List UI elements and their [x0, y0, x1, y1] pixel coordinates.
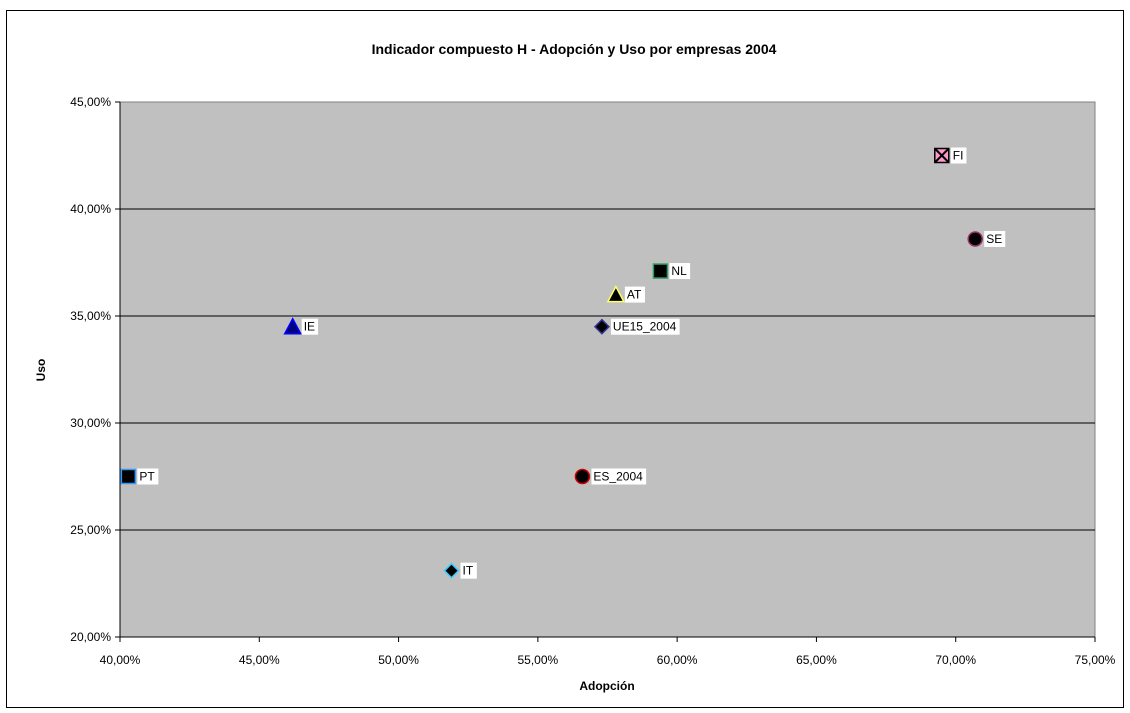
- point-label: ES_2004: [593, 470, 643, 484]
- x-tick-label: 75,00%: [1075, 653, 1116, 667]
- y-tick-label: 20,00%: [70, 630, 111, 644]
- point-marker: [443, 562, 460, 579]
- x-tick-label: 65,00%: [796, 653, 837, 667]
- point-label: AT: [627, 288, 642, 302]
- chart-title: Indicador compuesto H - Adopción y Uso p…: [372, 41, 777, 57]
- point-label: IT: [463, 564, 474, 578]
- point-marker: [283, 317, 302, 335]
- x-tick-label: 70,00%: [935, 653, 976, 667]
- point-label: NL: [671, 264, 687, 278]
- point-marker: [120, 468, 137, 485]
- point-nl: NL: [652, 263, 691, 280]
- point-label-bg: [460, 562, 477, 579]
- point-label-bg: [984, 230, 1006, 247]
- point-label: UE15_2004: [613, 320, 677, 334]
- point-label: PT: [139, 470, 155, 484]
- point-label-bg: [301, 318, 319, 335]
- point-fi: FI: [934, 147, 967, 164]
- point-label-bg: [950, 147, 967, 164]
- point-se: SE: [967, 230, 1006, 247]
- point-marker: [652, 263, 669, 279]
- y-tick-label: 30,00%: [70, 416, 111, 430]
- point-label-bg: [591, 468, 647, 485]
- y-tick-label: 25,00%: [70, 523, 111, 537]
- x-tick-label: 45,00%: [239, 653, 280, 667]
- y-axis-title: Uso: [34, 359, 48, 382]
- gridlines: [120, 208, 1095, 531]
- point-at: AT: [606, 285, 645, 303]
- point-label-bg: [624, 286, 645, 303]
- point-label: FI: [953, 149, 964, 163]
- y-tick-label: 35,00%: [70, 309, 111, 323]
- point-pt: PT: [120, 468, 159, 485]
- point-marker: [574, 468, 591, 485]
- y-axis-ticks: 20,00% 25,00% 30,00% 35,00% 40,00% 45,00%: [70, 95, 120, 644]
- point-label: SE: [986, 232, 1002, 246]
- data-points: FI SE NL AT UE15_2004 IE PT ES_2004 IT: [120, 147, 1006, 579]
- point-es-2004: ES_2004: [574, 468, 647, 485]
- point-marker: [967, 231, 983, 247]
- point-label-bg: [137, 468, 159, 485]
- point-it: IT: [443, 562, 477, 579]
- point-label-bg: [610, 318, 680, 335]
- point-ie: IE: [283, 317, 319, 335]
- x-tick-label: 50,00%: [378, 653, 419, 667]
- point-label-bg: [669, 263, 691, 280]
- x-tick-label: 55,00%: [518, 653, 559, 667]
- x-axis-ticks: 40,00% 45,00% 50,00% 55,00% 60,00% 65,00% 70,0…: [100, 637, 1116, 667]
- point-ue15-2004: UE15_2004: [593, 318, 680, 335]
- point-label: IE: [304, 320, 315, 334]
- point-marker: [606, 285, 626, 303]
- plot-area: [119, 101, 1096, 638]
- marker-cross: [934, 147, 950, 164]
- x-axis-title: Adopción: [579, 679, 634, 693]
- y-tick-label: 40,00%: [70, 202, 111, 216]
- y-tick-label: 45,00%: [70, 95, 111, 109]
- x-tick-label: 40,00%: [100, 653, 141, 667]
- point-marker: [593, 318, 610, 335]
- x-tick-label: 60,00%: [657, 653, 698, 667]
